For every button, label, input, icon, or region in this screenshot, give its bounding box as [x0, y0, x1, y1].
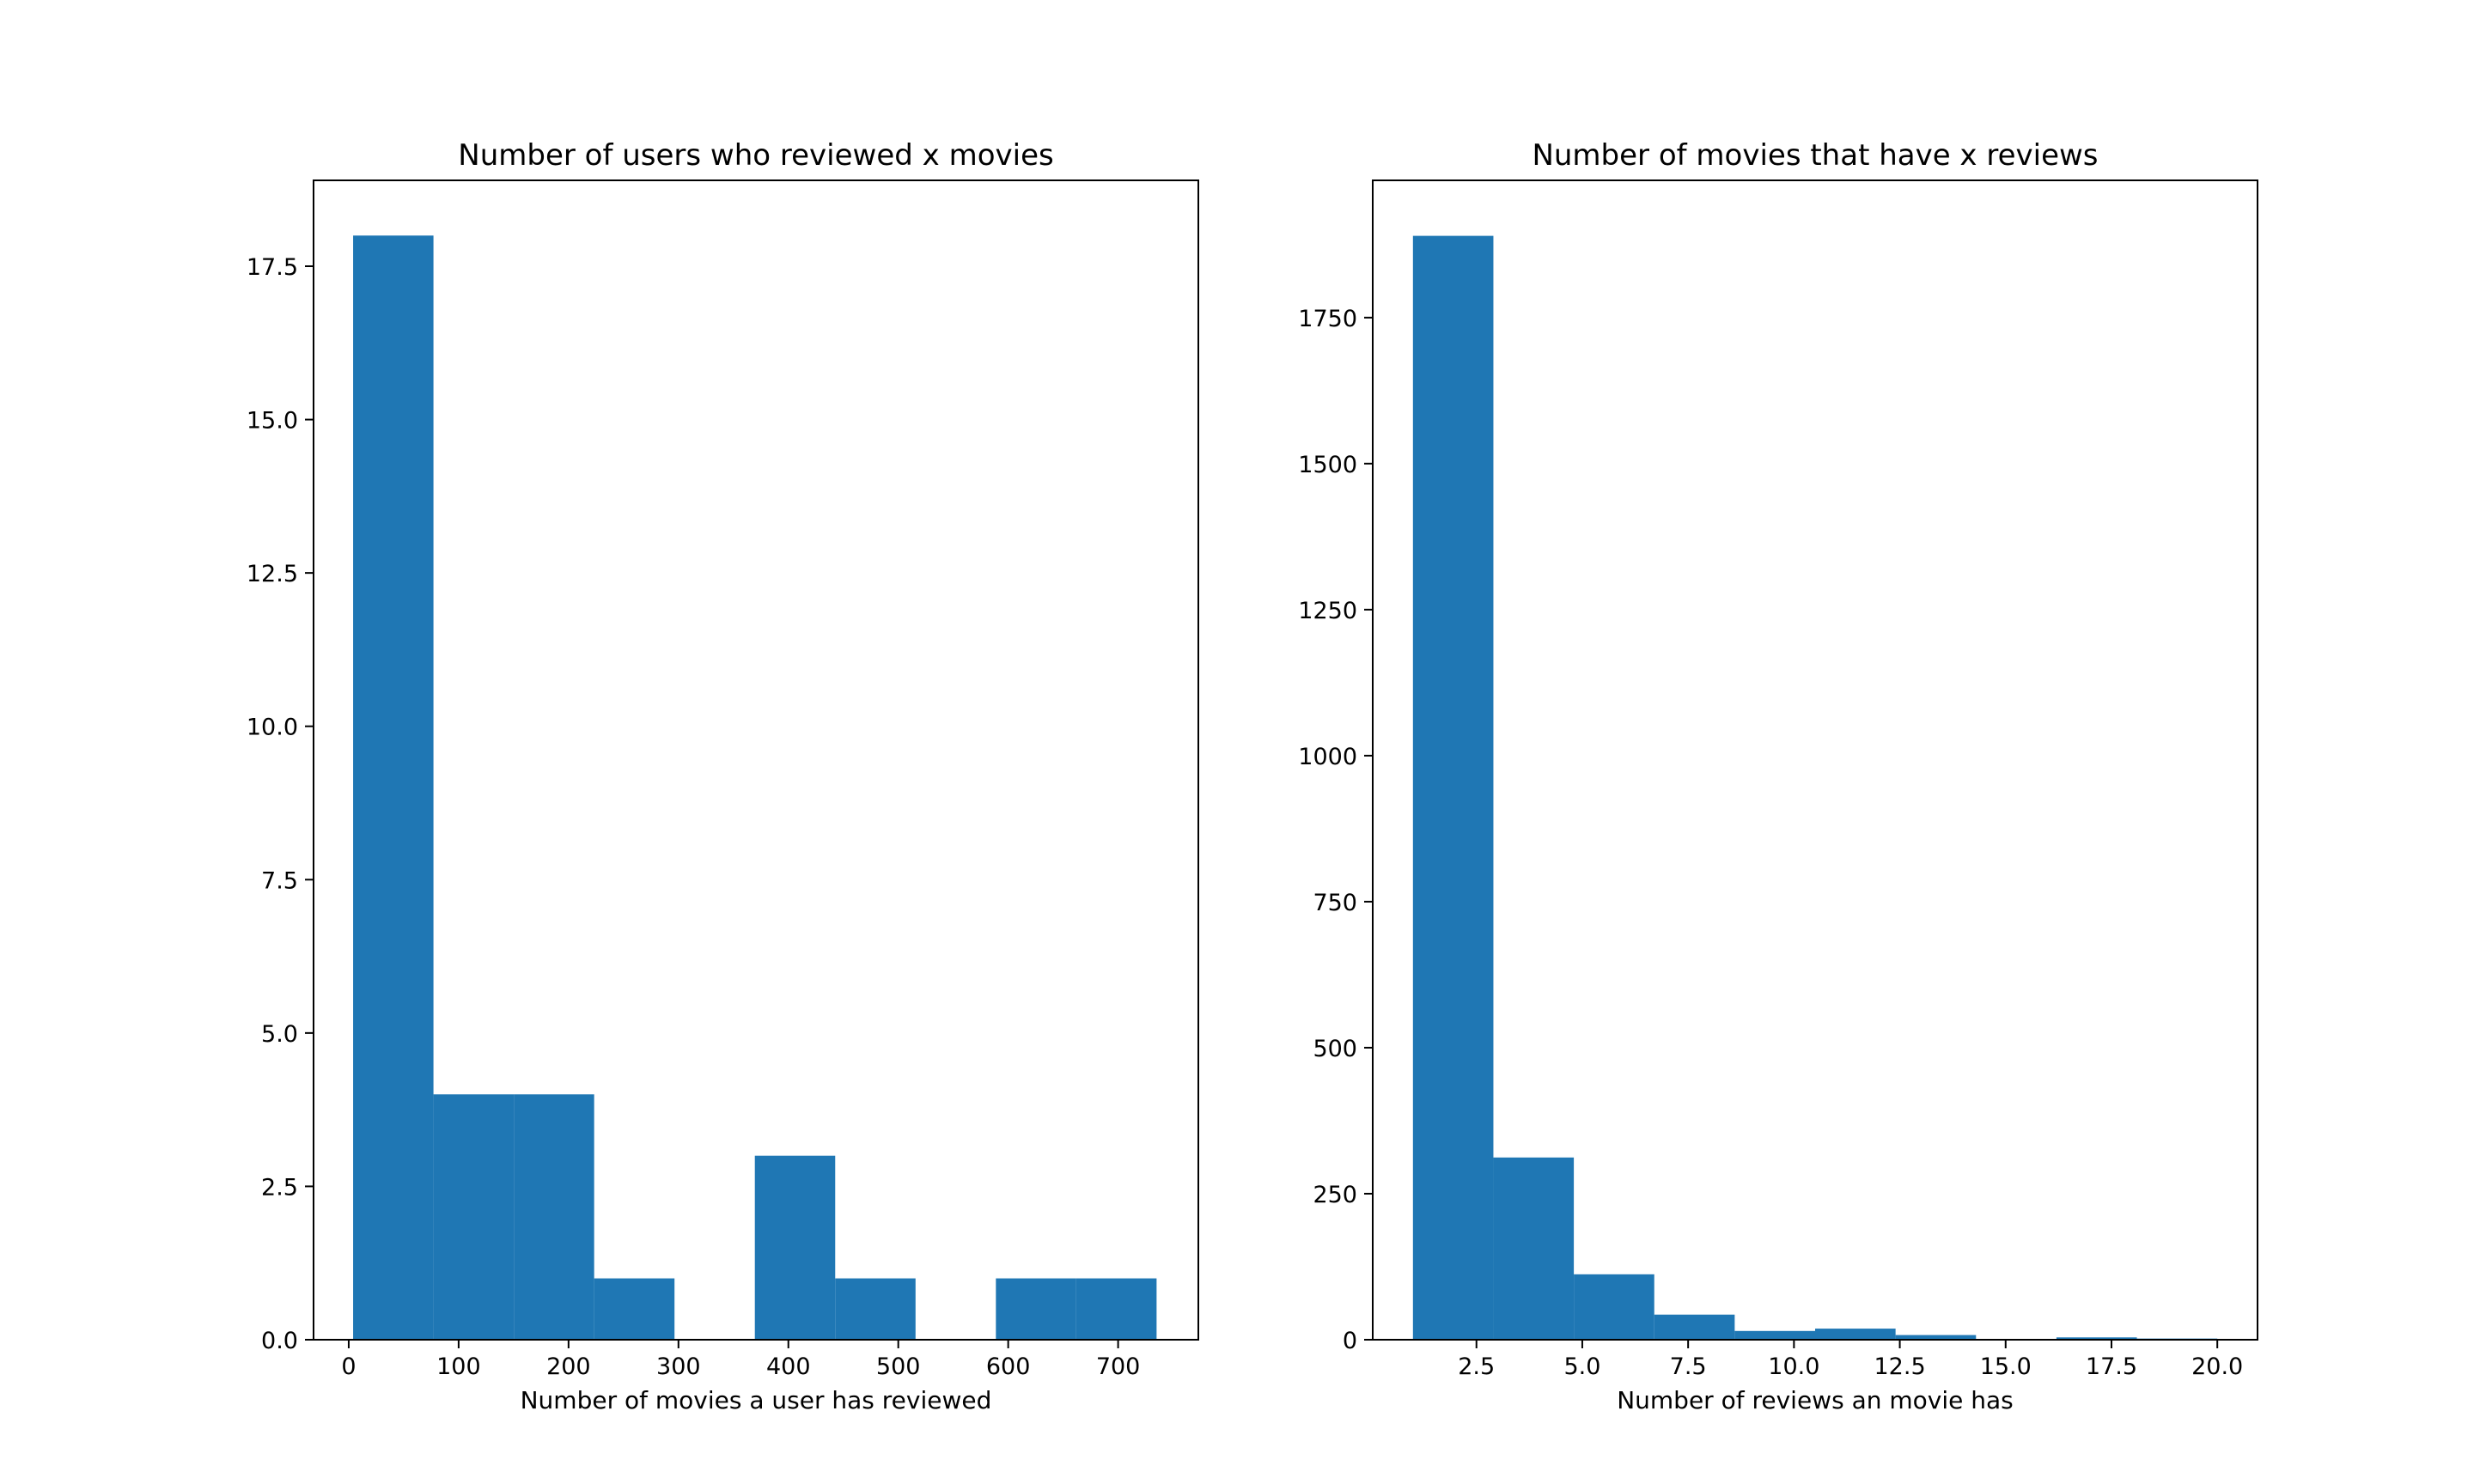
bars — [1412, 235, 2218, 1340]
histogram-bar — [996, 1278, 1076, 1340]
y-tick-label: 750 — [1313, 890, 1357, 916]
histogram-bar — [1654, 1314, 1735, 1340]
y-tick-label: 1250 — [1298, 598, 1357, 624]
histogram-bar — [835, 1278, 916, 1340]
y-tick-label: 0 — [1343, 1328, 1357, 1354]
x-axis-ticks: 0 100 200 300 400 500 600 700 — [341, 1340, 1140, 1380]
x-tick-label: 100 — [436, 1353, 481, 1380]
x-tick-label: 700 — [1096, 1353, 1141, 1380]
plot-frame — [1372, 179, 2258, 1341]
chart-title: Number of users who reviewed x movies — [458, 138, 1053, 173]
histogram-bar — [1895, 1335, 1977, 1340]
y-tick-label: 15.0 — [247, 408, 298, 435]
histogram-bar — [1412, 235, 1494, 1340]
y-axis-ticks: 0 250 500 750 1000 1250 1500 1750 — [1298, 306, 1373, 1354]
x-tick-label: 600 — [986, 1353, 1031, 1380]
x-tick-label: 17.5 — [2086, 1353, 2137, 1380]
histogram-bar — [1815, 1329, 1896, 1340]
histogram-bar — [2056, 1337, 2137, 1340]
x-tick-label: 0 — [341, 1353, 356, 1380]
x-axis-ticks: 2.5 5.0 7.5 10.0 12.5 15.0 17.5 20.0 — [1458, 1340, 2243, 1380]
histogram-bar — [1493, 1157, 1575, 1340]
x-tick-label: 400 — [766, 1353, 811, 1380]
x-tick-label: 2.5 — [1458, 1353, 1495, 1380]
y-tick-label: 1500 — [1298, 452, 1357, 478]
x-tick-label: 5.0 — [1563, 1353, 1600, 1380]
histogram-bar — [1076, 1278, 1157, 1340]
x-tick-label: 200 — [546, 1353, 591, 1380]
y-tick-label: 250 — [1313, 1182, 1357, 1208]
y-tick-label: 0.0 — [261, 1328, 298, 1354]
bars — [353, 235, 1157, 1341]
y-tick-label: 2.5 — [261, 1174, 298, 1201]
histogram-bar — [754, 1155, 836, 1340]
chart-movies-histogram: Number of movies that have x reviews 2.5… — [1298, 138, 2258, 1414]
x-axis-label: Number of reviews an movie has — [1617, 1386, 2014, 1414]
x-tick-label: 12.5 — [1874, 1353, 1926, 1380]
y-tick-label: 10.0 — [247, 715, 298, 741]
y-tick-label: 12.5 — [247, 561, 298, 587]
y-tick-label: 17.5 — [247, 254, 298, 281]
histogram-bar — [514, 1094, 594, 1340]
chart-title: Number of movies that have x reviews — [1532, 138, 2098, 173]
y-tick-label: 500 — [1313, 1036, 1357, 1062]
y-tick-label: 7.5 — [261, 867, 298, 894]
y-tick-label: 5.0 — [261, 1021, 298, 1048]
x-tick-label: 7.5 — [1670, 1353, 1707, 1380]
y-axis-ticks: 0.0 2.5 5.0 7.5 10.0 12.5 15.0 17.5 — [247, 254, 314, 1354]
x-tick-label: 20.0 — [2191, 1353, 2243, 1380]
histogram-bar — [594, 1278, 675, 1340]
x-tick-label: 15.0 — [1980, 1353, 2032, 1380]
x-tick-label: 500 — [876, 1353, 921, 1380]
x-tick-label: 300 — [656, 1353, 701, 1380]
x-axis-label: Number of movies a user has reviewed — [521, 1386, 992, 1414]
histogram-bar — [353, 235, 434, 1341]
chart-users-histogram: Number of users who reviewed x movies 0 1… — [247, 138, 1199, 1414]
histogram-bar — [433, 1094, 515, 1340]
histogram-bar — [1734, 1330, 1815, 1340]
x-tick-label: 10.0 — [1768, 1353, 1819, 1380]
histogram-bar — [1574, 1274, 1654, 1340]
plot-frame — [313, 179, 1199, 1341]
y-tick-label: 1000 — [1298, 744, 1357, 770]
y-tick-label: 1750 — [1298, 306, 1357, 332]
